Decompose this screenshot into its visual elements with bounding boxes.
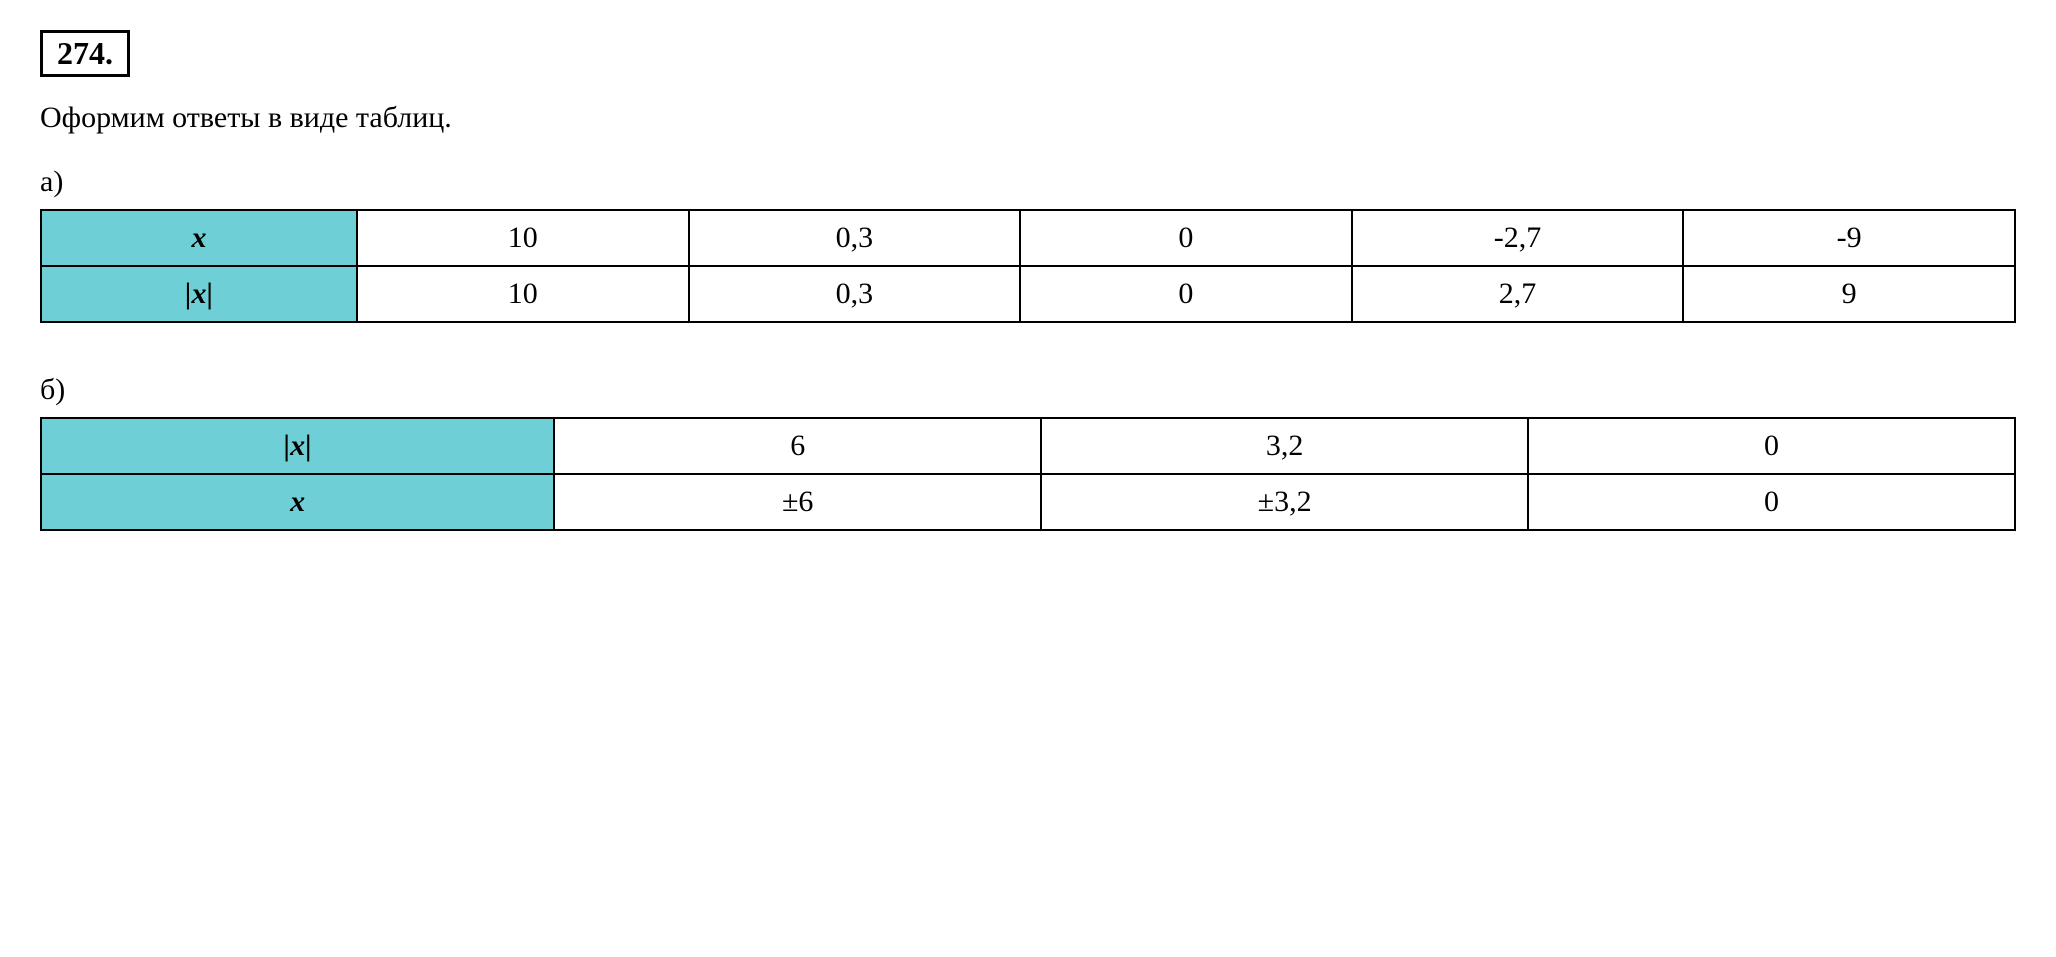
table-cell: 0 [1020,210,1352,266]
table-row: |x| 10 0,3 0 2,7 9 [41,266,2015,322]
row-header: |x| [41,418,554,474]
problem-number: 274. [40,30,130,77]
part-a-label: а) [40,165,2016,199]
table-b: |x| 6 3,2 0 x ±6 ±3,2 0 [40,417,2016,531]
table-cell: -9 [1683,210,2015,266]
row-header: x [41,210,357,266]
table-cell: 0,3 [689,266,1021,322]
table-row: |x| 6 3,2 0 [41,418,2015,474]
table-cell: 2,7 [1352,266,1684,322]
table-cell: 0 [1528,418,2015,474]
table-cell: 10 [357,266,689,322]
table-cell: 9 [1683,266,2015,322]
table-cell: 0 [1020,266,1352,322]
table-cell: 0 [1528,474,2015,530]
table-cell: 0,3 [689,210,1021,266]
table-row: x 10 0,3 0 -2,7 -9 [41,210,2015,266]
row-header: x [41,474,554,530]
table-row: x ±6 ±3,2 0 [41,474,2015,530]
table-cell: -2,7 [1352,210,1684,266]
table-cell: ±3,2 [1041,474,1528,530]
row-header: |x| [41,266,357,322]
table-cell: ±6 [554,474,1041,530]
part-b-label: б) [40,373,2016,407]
table-a: x 10 0,3 0 -2,7 -9 |x| 10 0,3 0 2,7 9 [40,209,2016,323]
table-cell: 3,2 [1041,418,1528,474]
intro-text: Оформим ответы в виде таблиц. [40,101,2016,135]
table-cell: 6 [554,418,1041,474]
table-cell: 10 [357,210,689,266]
